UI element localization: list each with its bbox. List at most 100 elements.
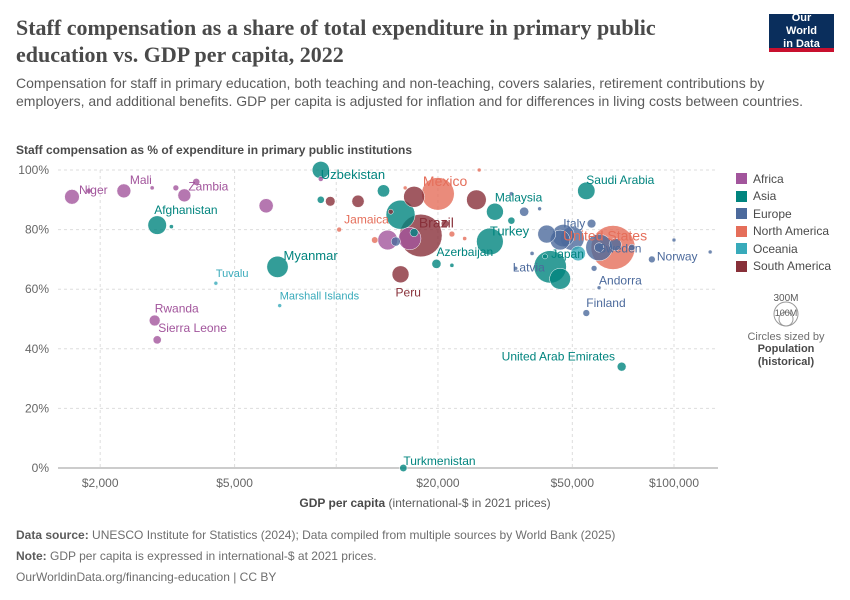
x-axis-title-note: (international-$ in 2021 prices) (388, 496, 551, 510)
point-country (403, 186, 425, 208)
legend-label: Europe (753, 206, 792, 221)
point-country (509, 191, 514, 197)
size-label-small: 100M (775, 308, 798, 318)
legend-item-oceania[interactable]: Oceania (736, 240, 831, 258)
size-legend-circles: 300M 100M (773, 293, 799, 327)
point-country (586, 219, 597, 229)
point-mali (116, 183, 132, 199)
point-country (317, 195, 325, 204)
label-united-states: United States (563, 227, 647, 243)
y-tick-label: 60% (25, 282, 49, 296)
x-tick-label: $5,000 (216, 476, 253, 490)
point-country (371, 236, 379, 244)
point-country (402, 185, 408, 191)
point-country (409, 228, 419, 237)
point-country (466, 189, 487, 210)
x-axis-title-bold: GDP per capita (299, 496, 386, 510)
label-mali: Mali (130, 173, 152, 187)
point-myanmar (266, 255, 289, 278)
label-mexico: Mexico (423, 173, 468, 189)
point-malaysia (486, 203, 504, 221)
legend-swatch (736, 243, 747, 255)
legend-label: South America (753, 259, 832, 274)
size-variable: Population (757, 343, 815, 355)
size-legend: 300M 100M Circles sized by Population (h… (738, 292, 834, 369)
legend-item-north-america[interactable]: North America (736, 223, 831, 241)
owid-logo[interactable]: Our World in Data (769, 11, 834, 52)
point-finland (582, 309, 590, 317)
point-rwanda (149, 314, 161, 327)
point-country (149, 185, 155, 191)
point-country (448, 230, 456, 238)
point-peru (391, 265, 410, 284)
point-country (385, 199, 416, 230)
point-country (590, 265, 598, 272)
legend-item-africa[interactable]: Africa (736, 170, 831, 188)
label-latvia: Latvia (513, 260, 545, 274)
label-finland: Finland (586, 296, 625, 310)
y-tick-label: 40% (25, 342, 49, 356)
point-country (351, 194, 365, 208)
label-turkmenistan: Turkmenistan (403, 454, 475, 468)
y-tick-label: 80% (25, 223, 49, 237)
label-jamaica: Jamaica (344, 213, 389, 227)
point-country (707, 249, 713, 255)
point-country (671, 237, 677, 243)
size-variable-note: (historical) (757, 356, 815, 368)
y-tick-label: 0% (32, 461, 50, 475)
legend-item-europe[interactable]: Europe (736, 205, 831, 223)
point-turkmenistan (399, 464, 408, 472)
point-azerbaijan (431, 259, 442, 269)
label-peru: Peru (396, 285, 421, 299)
axis-ticks: 0% 20% 40% 60% 80% 100% $2,000 $5,000 $20,000 $50… (18, 163, 699, 490)
note-label: Note: (16, 549, 47, 563)
point-country (440, 219, 450, 228)
point-country (628, 243, 636, 251)
point-latvia (513, 266, 519, 271)
label-niger: Niger (79, 183, 108, 197)
note-text: GDP per capita is expressed in internati… (50, 549, 377, 563)
point-country (529, 251, 535, 256)
footer-source: Data source: UNESCO Institute for Statis… (16, 528, 615, 542)
label-italy: Italy (563, 217, 585, 231)
point-niger (64, 189, 80, 205)
point-saudi-arabia (577, 181, 596, 200)
y-axis-title: Staff compensation as % of expenditure i… (16, 143, 413, 157)
point-country (387, 208, 394, 215)
legend-swatch (736, 260, 747, 272)
point-marshall-islands (277, 303, 282, 308)
x-tick-label: $20,000 (416, 476, 460, 490)
legend-label: Oceania (753, 241, 798, 256)
x-tick-label: $100,000 (649, 476, 699, 490)
region-legend: Africa Asia Europe North America Oceania Sout… (736, 170, 831, 275)
source-label: Data source: (16, 528, 89, 542)
size-circle-small (778, 311, 794, 327)
point-country (449, 263, 455, 268)
logo-line-1: Our World (786, 11, 817, 37)
source-text: UNESCO Institute for Statistics (2024); … (92, 528, 616, 542)
legend-label: Africa (753, 171, 784, 186)
point-country (570, 245, 586, 262)
point-turkey (476, 227, 504, 256)
label-brazil: Brazil (419, 215, 454, 231)
label-zambia: Zambia (188, 179, 228, 193)
point-jamaica (336, 226, 342, 233)
point-country (169, 224, 174, 229)
legend-label: North America (753, 224, 830, 239)
legend-item-south-america[interactable]: South America (736, 258, 831, 276)
footer-credit[interactable]: OurWorldinData.org/financing-education |… (16, 570, 277, 584)
label-sweden: Sweden (598, 241, 641, 255)
point-country (85, 188, 92, 194)
point-norway (648, 255, 656, 264)
point-country (519, 206, 529, 217)
label-saudi-arabia: Saudi Arabia (586, 173, 654, 187)
point-country (462, 236, 467, 241)
point-country (507, 216, 516, 225)
legend-item-asia[interactable]: Asia (736, 188, 831, 206)
point-sweden (594, 242, 605, 253)
label-tuvalu: Tuvalu (216, 268, 249, 280)
label-azerbaijan: Azerbaijan (436, 245, 493, 259)
point-andorra (596, 285, 602, 290)
legend-swatch (736, 225, 747, 237)
point-country (608, 238, 622, 251)
